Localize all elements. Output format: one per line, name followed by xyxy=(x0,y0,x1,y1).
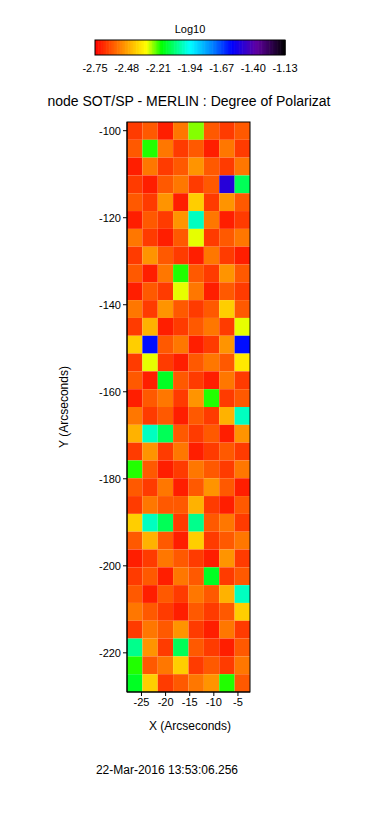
svg-text:-1.40: -1.40 xyxy=(241,62,266,74)
svg-text:22-Mar-2016 13:53:06.256: 22-Mar-2016 13:53:06.256 xyxy=(96,763,238,777)
svg-text:-200: -200 xyxy=(99,560,121,572)
svg-text:node SOT/SP - MERLIN : Degree: node SOT/SP - MERLIN : Degree of Polariz… xyxy=(48,93,331,109)
svg-text:-100: -100 xyxy=(99,125,121,137)
svg-text:-120: -120 xyxy=(99,212,121,224)
svg-text:-5: -5 xyxy=(233,696,243,708)
svg-text:-220: -220 xyxy=(99,647,121,659)
svg-text:X (Arcseconds): X (Arcseconds) xyxy=(149,719,231,733)
svg-text:-160: -160 xyxy=(99,386,121,398)
svg-text:-2.48: -2.48 xyxy=(114,62,139,74)
svg-text:-180: -180 xyxy=(99,473,121,485)
svg-text:-1.94: -1.94 xyxy=(177,62,202,74)
svg-text:Log10: Log10 xyxy=(175,23,206,35)
svg-text:-2.75: -2.75 xyxy=(82,62,107,74)
svg-text:-25: -25 xyxy=(134,696,150,708)
svg-text:-15: -15 xyxy=(182,696,198,708)
svg-text:-140: -140 xyxy=(99,299,121,311)
svg-text:Y (Arcseconds): Y (Arcseconds) xyxy=(57,366,71,448)
svg-text:-10: -10 xyxy=(206,696,222,708)
svg-text:-20: -20 xyxy=(158,696,174,708)
svg-text:-1.67: -1.67 xyxy=(209,62,234,74)
svg-text:-2.21: -2.21 xyxy=(146,62,171,74)
svg-text:-1.13: -1.13 xyxy=(272,62,297,74)
